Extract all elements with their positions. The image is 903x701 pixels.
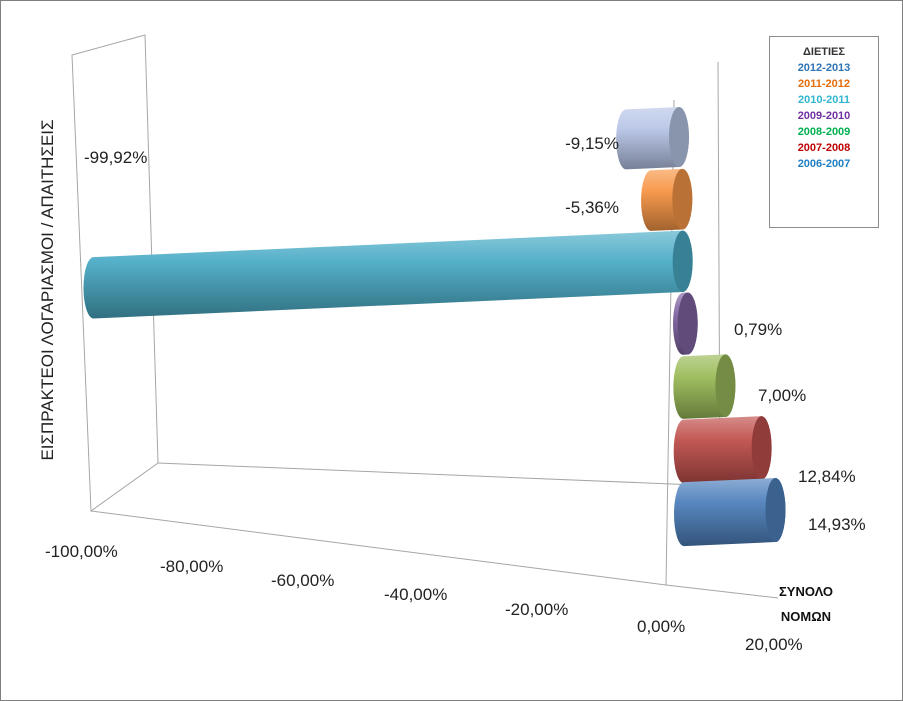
legend: ΔΙΕΤΙΕΣ 2012-2013 2011-2012 2010-2011 2009-… xyxy=(769,36,879,228)
data-label-2010-2011: -99,92% xyxy=(84,148,147,167)
legend-item-2011-2012: 2011-2012 xyxy=(798,78,850,90)
x-tick-4: -20,00% xyxy=(505,600,568,619)
x-tick-2: -60,00% xyxy=(271,571,334,590)
x-axis-ticks: -100,00% -80,00% -60,00% -40,00% -20,00% 0,00… xyxy=(45,542,803,654)
bar-2009-2010 xyxy=(673,292,698,355)
bar-body-2007-2008 xyxy=(673,416,772,484)
bar-cap-2007-2008 xyxy=(751,416,772,480)
bar-cap-2006-2007 xyxy=(765,478,786,542)
bar-2008-2009 xyxy=(673,354,736,419)
category-label-line2: ΝΟΜΩΝ xyxy=(781,609,831,624)
floor-edge-back xyxy=(157,462,721,487)
data-label-2006-2007: 14,93% xyxy=(808,515,866,534)
legend-item-2009-2010: 2009-2010 xyxy=(797,110,851,122)
floor-edge-front xyxy=(90,510,667,586)
data-labels: -9,15% -5,36% -99,92% 0,79% 7,00% 12,84% 14,93… xyxy=(84,134,866,534)
bar-2006-2007 xyxy=(673,478,786,547)
bar-2012-2013 xyxy=(616,107,689,170)
legend-title: ΔΙΕΤΙΕΣ xyxy=(802,46,845,58)
legend-item-2007-2008: 2007-2008 xyxy=(797,142,851,154)
y-axis-title: ΕΙΣΠΡΑΚΤΕΟΙ ΛΟΓΑΡΙΑΣΜΟΙ / ΑΠΑΙΤΗΣΕΙΣ xyxy=(38,119,57,460)
floor-edge-right xyxy=(665,584,779,599)
legend-item-2006-2007: 2006-2007 xyxy=(797,158,851,170)
data-label-2008-2009: 7,00% xyxy=(758,386,806,405)
x-tick-3: -40,00% xyxy=(384,585,447,604)
x-tick-1: -80,00% xyxy=(160,557,223,576)
bar-cap-2011-2012 xyxy=(672,168,693,230)
bar-2011-2012 xyxy=(641,168,693,231)
data-label-2011-2012: -5,36% xyxy=(565,198,619,217)
legend-item-2010-2011: 2010-2011 xyxy=(798,94,850,106)
bar-body-2006-2007 xyxy=(673,478,786,547)
legend-item-2012-2013: 2012-2013 xyxy=(797,62,851,74)
data-label-2007-2008: 12,84% xyxy=(798,467,856,486)
legend-item-2008-2009: 2008-2009 xyxy=(797,126,851,138)
bar-2007-2008 xyxy=(673,416,772,484)
bar-cap-2012-2013 xyxy=(669,107,689,167)
bar-body-2010-2011 xyxy=(83,230,693,319)
bar-cap-2009-2010 xyxy=(677,292,698,355)
data-label-2012-2013: -9,15% xyxy=(565,134,619,153)
x-tick-6: 20,00% xyxy=(745,635,803,654)
bars xyxy=(83,107,786,547)
category-label-line1: ΣΥΝΟΛΟ xyxy=(779,584,833,599)
x-tick-0: -100,00% xyxy=(45,542,118,561)
bar-2010-2011 xyxy=(83,230,693,319)
bar-cap-2008-2009 xyxy=(715,354,736,417)
x-tick-5: 0,00% xyxy=(637,617,685,636)
bar-cap-2010-2011 xyxy=(672,230,693,292)
data-label-2009-2010: 0,79% xyxy=(734,320,782,339)
